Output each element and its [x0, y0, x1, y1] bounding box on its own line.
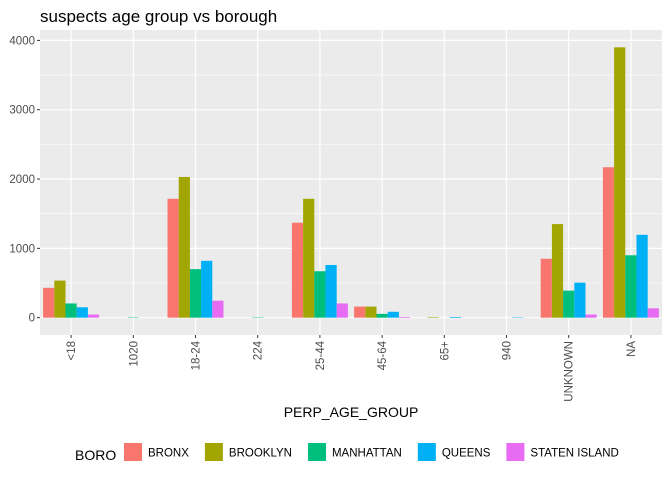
legend-key-queens: [417, 443, 436, 461]
bar-brooklyn-4: [303, 198, 315, 318]
x-tick-label: UNKNOWN: [564, 341, 576, 402]
x-tick-label: 940: [502, 341, 514, 360]
bar-bronx-9: [602, 167, 615, 318]
x-tick-label: 1020: [128, 341, 140, 367]
bar-brooklyn-9: [614, 47, 626, 318]
bar-manhattan-5: [376, 313, 388, 318]
legend-key-brooklyn: [204, 443, 223, 461]
bar-brooklyn-5: [365, 306, 377, 318]
y-tick-label: 3000: [9, 105, 35, 117]
legend: BORO BRONX BROOKLYN MANHATTAN QUEENS STATEN …: [75, 443, 619, 463]
bar-queens-5: [387, 311, 399, 318]
bar-bronx-0: [43, 287, 55, 318]
bar-staten-island-4: [336, 303, 348, 318]
bar-manhattan-8: [563, 290, 575, 318]
bar-bronx-4: [291, 222, 304, 318]
x-tick-label: NA: [626, 341, 638, 357]
bar-brooklyn-2: [178, 176, 190, 318]
bar-staten-island-8: [585, 314, 597, 318]
legend-label: STATEN ISLAND: [530, 448, 618, 460]
x-tick-label: 224: [253, 340, 265, 360]
legend-label: BRONX: [148, 448, 189, 460]
bar-queens-0: [76, 307, 88, 318]
bar-manhattan-9: [625, 255, 637, 318]
x-tick-label: <18: [66, 341, 78, 361]
x-axis-title: PERP_AGE_GROUP: [284, 404, 419, 420]
y-tick-label: 2000: [9, 174, 35, 186]
bar-brooklyn-8: [551, 224, 564, 318]
legend-label: BROOKLYN: [229, 448, 292, 460]
bar-queens-6: [449, 316, 462, 318]
bar-queens-2: [201, 260, 213, 318]
bar-staten-island-2: [212, 300, 224, 318]
bar-queens-4: [325, 264, 337, 318]
x-tick-label: 18-24: [191, 340, 203, 370]
legend-label: MANHATTAN: [332, 448, 402, 460]
chart-title: suspects age group vs borough: [40, 7, 277, 26]
bar-manhattan-4: [314, 271, 326, 318]
legend-title: BORO: [75, 447, 116, 463]
bar-queens-8: [574, 282, 586, 318]
legend-key-staten-island: [506, 443, 525, 461]
legend-key-bronx: [124, 443, 142, 461]
y-tick-label: 1000: [9, 243, 35, 255]
bar-bronx-5: [354, 306, 366, 318]
y-tick-label: 0: [29, 313, 35, 325]
bar-bronx-8: [540, 258, 552, 318]
bar-staten-island-0: [87, 314, 100, 318]
bar-queens-9: [636, 234, 648, 318]
bars: [43, 47, 659, 319]
x-axis: <18 1020 18-24 224 25-44 45-64 65+ 940 UNKNOWN NA: [66, 335, 638, 402]
x-tick-label: 25-44: [315, 340, 327, 370]
y-axis: 0 1000 2000 3000 4000: [9, 35, 40, 325]
bar-manhattan-0: [65, 303, 77, 318]
bar-staten-island-5: [398, 316, 411, 318]
y-tick-label: 4000: [9, 35, 35, 47]
bar-staten-island-9: [647, 308, 659, 318]
legend-key-manhattan: [307, 443, 326, 461]
bar-bronx-2: [167, 198, 179, 318]
bar-brooklyn-0: [54, 280, 66, 318]
bar-manhattan-2: [189, 269, 202, 318]
x-tick-label: 45-64: [377, 340, 389, 370]
bar-brooklyn-6: [427, 317, 439, 318]
legend-label: QUEENS: [442, 448, 491, 460]
x-tick-label: 65+: [439, 341, 451, 361]
